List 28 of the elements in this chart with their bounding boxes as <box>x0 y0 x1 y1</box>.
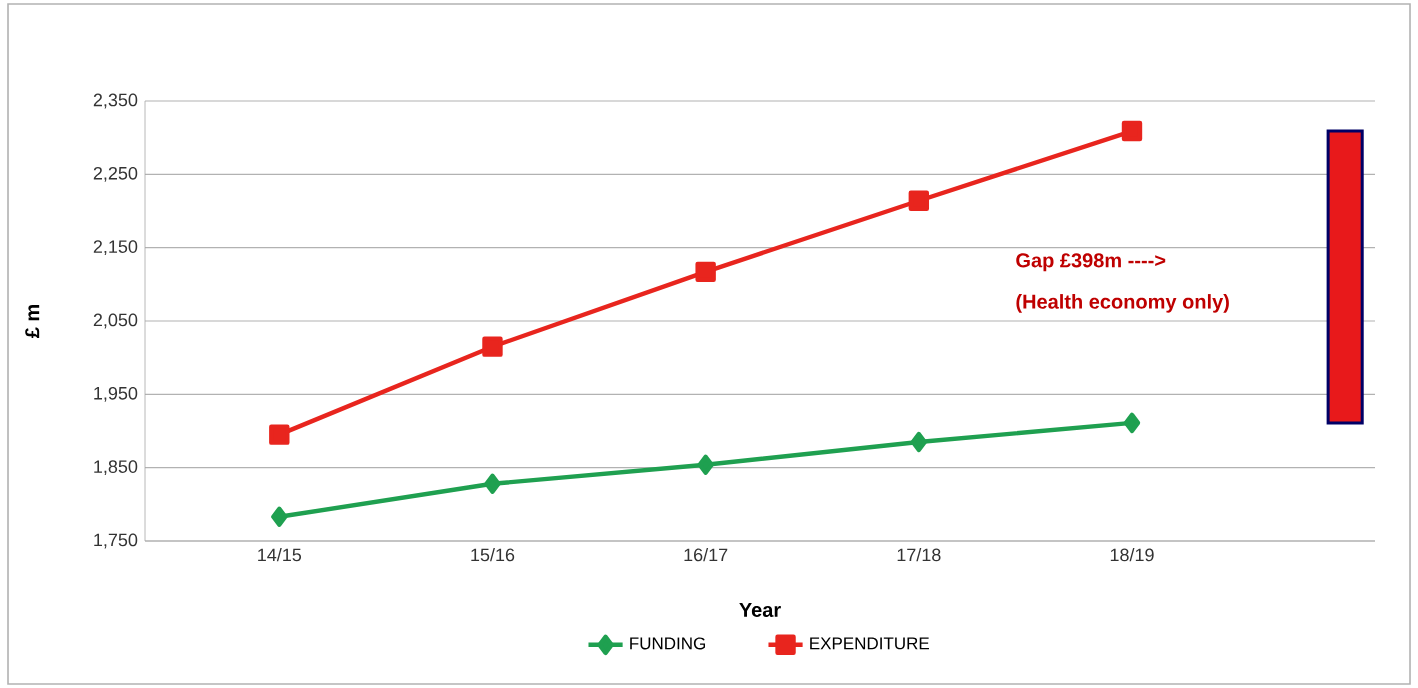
point <box>908 190 930 211</box>
y-tick-label: 2,050 <box>93 313 138 329</box>
point <box>269 424 290 445</box>
legend-label: FUNDING <box>630 637 705 650</box>
y-tick-label: 2,250 <box>93 166 138 182</box>
point <box>482 336 503 357</box>
annotation: (Health economy only) <box>1016 294 1229 313</box>
point <box>484 473 501 494</box>
x-tick-label: 16/17 <box>684 548 728 562</box>
y-tick-label: 2,150 <box>93 240 138 256</box>
point <box>271 506 288 527</box>
y-tick-label: 1,850 <box>94 460 138 476</box>
x-axis-title: Year <box>739 602 781 617</box>
annotation: Gap £398m ----> <box>1016 253 1166 272</box>
y-tick-label: 2,350 <box>93 93 138 109</box>
point <box>910 431 928 453</box>
x-tick-label: 18/19 <box>1110 548 1154 562</box>
x-tick-label: 17/18 <box>897 548 941 562</box>
point <box>697 454 714 475</box>
x-tick-label: 14/15 <box>258 548 302 562</box>
point <box>1123 412 1141 434</box>
x-tick-label: 15/16 <box>471 548 515 562</box>
y-tick-label: 1,950 <box>94 386 138 402</box>
y-tick-label: 1,750 <box>94 533 138 549</box>
y-axis-title: £ m <box>25 305 40 338</box>
legend-label: EXPENDITURE <box>810 637 929 650</box>
point <box>695 261 716 283</box>
point <box>1121 120 1143 142</box>
